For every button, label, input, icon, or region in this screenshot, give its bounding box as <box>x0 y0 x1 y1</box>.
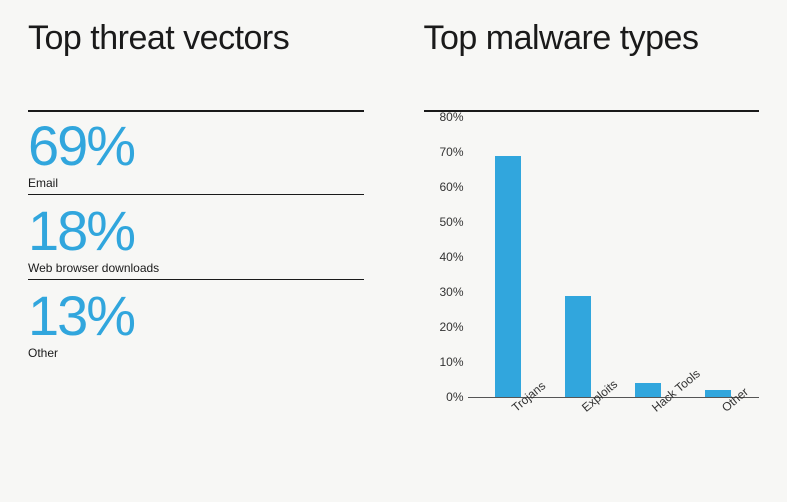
malware-types-title: Top malware types <box>424 20 760 96</box>
stat-value: 18% <box>28 203 364 259</box>
stat-block: 18% Web browser downloads <box>28 203 364 275</box>
chart-y-tick: 0% <box>424 390 464 404</box>
chart-bar <box>565 296 591 398</box>
chart-y-tick: 10% <box>424 355 464 369</box>
divider <box>424 110 760 112</box>
stat-label: Email <box>28 176 364 190</box>
chart-plot-area: 0%10%20%30%40%50%60%70%80% <box>468 118 760 398</box>
stat-block: 69% Email <box>28 118 364 190</box>
divider <box>28 110 364 112</box>
chart-y-tick: 60% <box>424 180 464 194</box>
divider <box>28 279 364 280</box>
stat-value: 69% <box>28 118 364 174</box>
chart-y-tick: 20% <box>424 320 464 334</box>
stat-block: 13% Other <box>28 288 364 360</box>
threat-vectors-title: Top threat vectors <box>28 20 364 96</box>
chart-x-labels: TrojansExploitsHack ToolsOther <box>468 398 760 412</box>
bar-chart: 0%10%20%30%40%50%60%70%80% TrojansExploi… <box>424 118 760 412</box>
stat-label: Other <box>28 346 364 360</box>
chart-bar <box>495 156 521 398</box>
threat-vectors-panel: Top threat vectors 69% Email 18% Web bro… <box>28 20 364 482</box>
chart-y-tick: 40% <box>424 250 464 264</box>
divider <box>28 194 364 195</box>
malware-types-panel: Top malware types 0%10%20%30%40%50%60%70… <box>424 20 760 482</box>
stat-label: Web browser downloads <box>28 261 364 275</box>
chart-y-tick: 70% <box>424 145 464 159</box>
chart-y-tick: 80% <box>424 110 464 124</box>
stat-value: 13% <box>28 288 364 344</box>
chart-y-tick: 30% <box>424 285 464 299</box>
chart-bar <box>635 383 661 397</box>
chart-y-tick: 50% <box>424 215 464 229</box>
